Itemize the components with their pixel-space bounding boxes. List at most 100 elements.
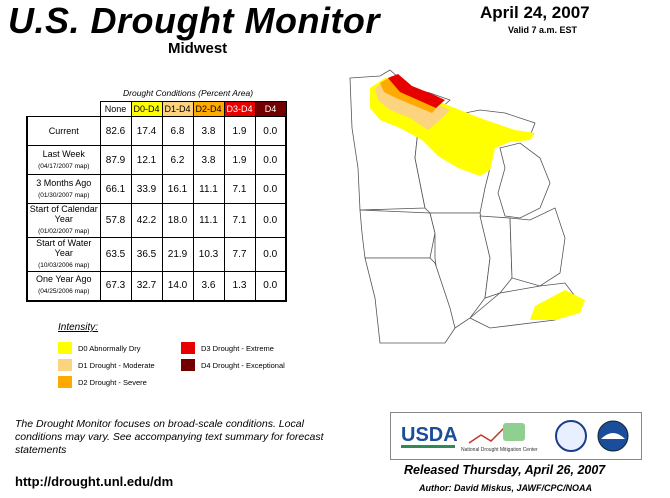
table-cell: 67.3 [99, 271, 132, 302]
table-caption: Drought Conditions (Percent Area) [123, 88, 254, 98]
table-cell: 1.3 [223, 271, 256, 302]
col-header-d3-d4: D3-D4 [223, 101, 256, 117]
table-row: Start of Calendar Year (01/02/2007 map) 5… [26, 203, 287, 238]
legend-label: D0 Abnormally Dry [78, 343, 141, 353]
table-cell: 7.7 [223, 237, 256, 272]
table-cell: 0.0 [254, 203, 287, 238]
state-ohio [509, 207, 566, 287]
row-title: 3 Months Ago [36, 177, 92, 188]
row-subtitle: (04/17/2007 map) [38, 162, 90, 170]
table-cell: 6.2 [161, 145, 194, 175]
row-title: Current [48, 126, 79, 136]
legend-swatch [58, 359, 72, 371]
table-cell: 32.7 [130, 271, 163, 302]
table-cell: 3.8 [192, 145, 225, 175]
row-subtitle: (01/30/2007 map) [38, 191, 90, 199]
table-cell: 18.0 [161, 203, 194, 238]
col-header-d1-d4: D1-D4 [161, 101, 194, 117]
row-label: Start of Water Year (10/03/2006 map) [26, 237, 101, 272]
table-corner [27, 102, 100, 117]
doc-seal-icon [555, 420, 587, 452]
legend-item-d0: D0 Abnormally Dry [58, 342, 141, 354]
table-cell: 42.2 [130, 203, 163, 238]
col-header-d2-d4: D2-D4 [192, 101, 225, 117]
row-title: Last Week [42, 148, 85, 159]
drought-conditions-table: None D0-D4 D1-D4 D2-D4 D3-D4 D4 Current … [26, 101, 287, 302]
region-label: Midwest [168, 40, 228, 57]
table-cell: 14.0 [161, 271, 194, 302]
state-missouri [364, 257, 456, 344]
drought-kentucky-d0-area [530, 290, 585, 320]
partner-logos: USDA National Drought Mitigation Center [390, 412, 642, 460]
logo-strip: USDA National Drought Mitigation Center [401, 420, 629, 453]
legend-label: D2 Drought - Severe [78, 377, 147, 387]
table-row: Start of Water Year (10/03/2006 map) 63.5… [26, 237, 287, 272]
page-title: U.S. Drought Monitor [8, 0, 380, 41]
col-header-d4: D4 [254, 101, 287, 117]
legend-swatch [181, 359, 195, 371]
row-title: Start of Calendar Year [29, 204, 98, 224]
table-cell: 11.1 [192, 203, 225, 238]
legend-label: D4 Drought - Exceptional [201, 360, 285, 370]
row-label: 3 Months Ago (01/30/2007 map) [26, 174, 101, 204]
legend-label: D1 Drought - Moderate [78, 360, 155, 370]
legend-item-d4: D4 Drought - Exceptional [181, 359, 285, 371]
table-cell: 0.0 [254, 237, 287, 272]
drought-monitor-link[interactable]: http://drought.unl.edu/dm [15, 474, 174, 489]
table-cell: 57.8 [99, 203, 132, 238]
table-cell: 36.5 [130, 237, 163, 272]
legend-swatch [58, 376, 72, 388]
row-label: Last Week (04/17/2007 map) [26, 145, 101, 175]
table-cell: 3.6 [192, 271, 225, 302]
table-cell: 33.9 [130, 174, 163, 204]
table-cell: 66.1 [99, 174, 132, 204]
table-cell: 3.8 [192, 116, 225, 146]
usda-logo-stripe [401, 445, 455, 448]
row-subtitle: (01/02/2007 map) [38, 228, 90, 235]
table-cell: 1.9 [223, 116, 256, 146]
table-cell: 63.5 [99, 237, 132, 272]
table-cell: 17.4 [130, 116, 163, 146]
table-cell: 21.9 [161, 237, 194, 272]
legend-item-d1: D1 Drought - Moderate [58, 359, 155, 371]
usda-logo: USDA [401, 424, 458, 446]
row-label: One Year Ago (04/25/2006 map) [26, 271, 101, 302]
table-row: 3 Months Ago (01/30/2007 map) 66.1 33.9 1… [26, 174, 287, 204]
row-title: One Year Ago [35, 274, 92, 285]
ndmc-trees-icon [503, 423, 525, 441]
valid-time: Valid 7 a.m. EST [508, 25, 578, 35]
release-date: Released Thursday, April 26, 2007 [404, 463, 606, 477]
author-credit: Author: David Miskus, JAWF/CPC/NOAA [419, 483, 593, 493]
row-label: Start of Calendar Year (01/02/2007 map) [26, 203, 101, 238]
disclaimer-note: The Drought Monitor focuses on broad-sca… [15, 418, 324, 456]
table-cell: 6.8 [161, 116, 194, 146]
table-cell: 1.9 [223, 145, 256, 175]
legend-title: Intensity: [58, 322, 99, 333]
table-cell: 16.1 [161, 174, 194, 204]
state-iowa [359, 209, 436, 259]
table-cell: 0.0 [254, 116, 287, 146]
table-row: Last Week (04/17/2007 map) 87.9 12.1 6.2 … [26, 145, 287, 175]
table-cell: 0.0 [254, 271, 287, 302]
row-title: Start of Water Year [36, 238, 92, 258]
row-subtitle: (10/03/2006 map) [38, 262, 90, 269]
table-header-row: None D0-D4 D1-D4 D2-D4 D3-D4 D4 [27, 101, 287, 117]
legend-swatch [58, 342, 72, 354]
legend-swatch [181, 342, 195, 354]
table-cell: 12.1 [130, 145, 163, 175]
map-date: April 24, 2007 [480, 3, 590, 22]
table-row: Current 82.6 17.4 6.8 3.8 1.9 0.0 [26, 116, 287, 146]
noaa-logo-bird [601, 433, 625, 439]
table-cell: 7.1 [223, 174, 256, 204]
table-cell: 82.6 [99, 116, 132, 146]
drought-d3-area [388, 74, 445, 108]
table-row: One Year Ago (04/25/2006 map) 67.3 32.7 1… [26, 271, 287, 302]
legend-item-d3: D3 Drought - Extreme [181, 342, 274, 354]
table-cell: 0.0 [254, 174, 287, 204]
ndmc-logo: National Drought Mitigation Center [461, 447, 538, 453]
col-header-none: None [99, 101, 132, 117]
row-subtitle: (04/25/2006 map) [38, 288, 90, 296]
legend-item-d2: D2 Drought - Severe [58, 376, 147, 388]
midwest-drought-map [349, 69, 585, 344]
legend-label: D3 Drought - Extreme [201, 343, 274, 353]
